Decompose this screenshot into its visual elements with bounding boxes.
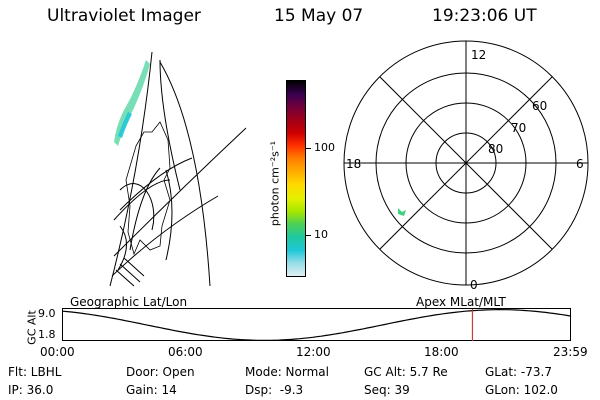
glat-status: GLat: -73.7 <box>485 365 552 379</box>
geographic-caption: Geographic Lat/Lon <box>70 295 188 309</box>
mlt-label-12: 12 <box>471 48 486 62</box>
time-tick-4: 23:59 <box>553 345 588 359</box>
ip-status: IP: 36.0 <box>8 383 54 397</box>
aurora-spot <box>398 208 406 216</box>
geographic-map <box>109 51 247 287</box>
seq-status: Seq: 39 <box>364 383 410 397</box>
altitude-tick-min: 1.8 <box>38 328 56 341</box>
colorbar-tick-10: 10 <box>314 228 328 241</box>
lat-label-60: 60 <box>532 99 547 113</box>
lat-label-70: 70 <box>511 121 526 135</box>
altitude-strip <box>62 308 572 341</box>
time-tick-2: 12:00 <box>296 345 331 359</box>
lat-label-80: 80 <box>488 142 503 156</box>
instrument-title: Ultraviolet Imager <box>47 6 201 26</box>
time-tick-3: 18:00 <box>424 345 459 359</box>
mode-status: Mode: Normal <box>245 365 329 379</box>
filter-status: Flt: LBHL <box>8 365 62 379</box>
gc-alt-status: GC Alt: 5.7 Re <box>364 365 448 379</box>
polar-caption: Apex MLat/MLT <box>416 295 506 309</box>
mlt-label-18: 18 <box>346 157 361 171</box>
date-label: 15 May 07 <box>274 6 364 26</box>
colorbar-tick-100: 100 <box>314 141 335 154</box>
mlt-label-0: 0 <box>470 278 478 292</box>
altitude-tick-max: 9.0 <box>38 307 56 320</box>
door-status: Door: Open <box>126 365 195 379</box>
polar-plot: 12 18 6 0 60 70 80 <box>343 40 589 292</box>
dsp-status: Dsp: -9.3 <box>245 383 304 397</box>
time-label: 19:23:06 UT <box>432 6 537 26</box>
colorbar <box>286 80 306 277</box>
gain-status: Gain: 14 <box>126 383 177 397</box>
glon-status: GLon: 102.0 <box>485 383 558 397</box>
altitude-axis-label: GC Alt <box>25 310 39 345</box>
time-tick-0: 00:00 <box>40 345 75 359</box>
time-tick-1: 06:00 <box>168 345 203 359</box>
mlt-label-6: 6 <box>576 157 584 171</box>
colorbar-label: photon cm⁻²s⁻¹ <box>268 140 282 227</box>
coastline-outline <box>125 121 171 256</box>
